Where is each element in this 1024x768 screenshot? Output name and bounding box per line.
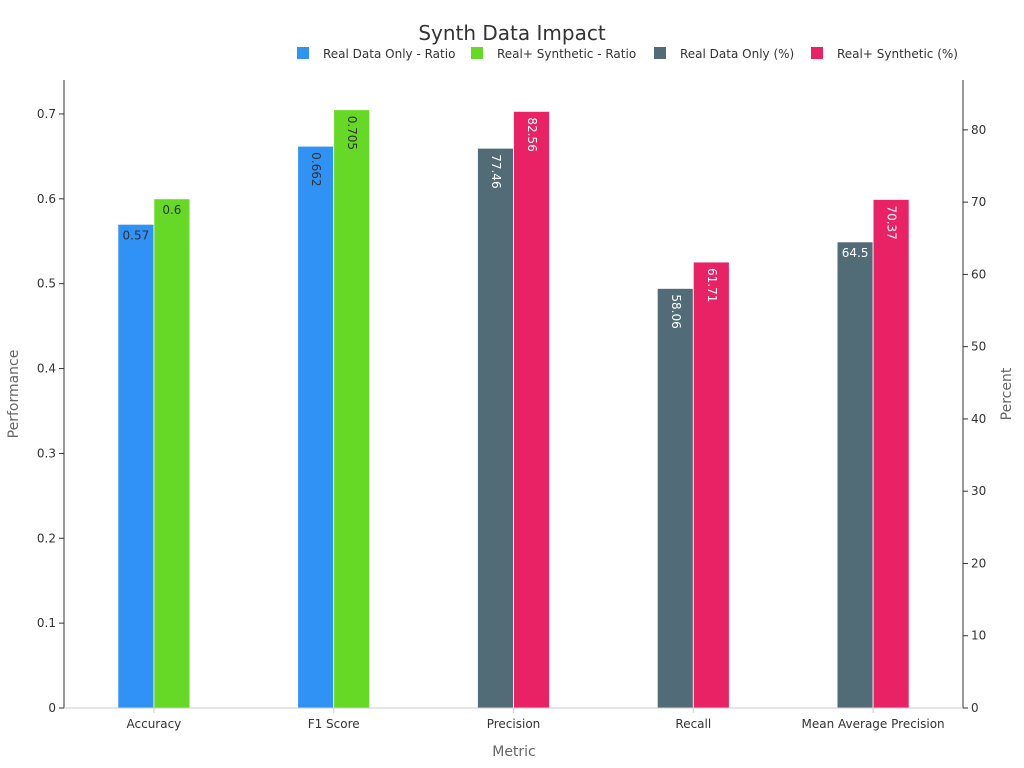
y2-tick-label: 20 xyxy=(971,556,986,570)
x-tick-label: Mean Average Precision xyxy=(802,717,945,731)
y-tick-label: 0.6 xyxy=(37,192,56,206)
data-label: 70.37 xyxy=(885,205,899,239)
bar-labels: 0.57 0.6 0.662 0.705 77.46 82.56 58.06 61.71 64.… xyxy=(123,116,899,329)
bar-recall-2 xyxy=(656,288,694,709)
x-axis-title: Metric xyxy=(492,744,536,760)
y2-tick-label: 50 xyxy=(971,340,986,354)
y-tick-label: 0.7 xyxy=(37,107,56,121)
legend-item[interactable]: Real+ Synthetic (%) xyxy=(811,47,958,61)
bar-precision-2 xyxy=(477,147,514,709)
bar-f1-score-0 xyxy=(297,145,335,709)
y-tick-label: 0.1 xyxy=(37,616,56,630)
legend-item[interactable]: Real Data Only (%) xyxy=(654,47,794,61)
data-label: 64.5 xyxy=(842,246,869,260)
y-tick-label: 0.2 xyxy=(37,531,56,545)
data-label: 0.57 xyxy=(123,228,150,242)
x-tick-label: F1 Score xyxy=(308,717,360,731)
y-tick-label: 0.3 xyxy=(37,446,56,460)
data-label: 58.06 xyxy=(669,294,683,328)
y2-tick-label: 0 xyxy=(971,701,979,715)
legend-item[interactable]: Real+ Synthetic - Ratio xyxy=(471,47,636,61)
axes: 0 0.1 0.2 0.3 0.4 0.5 0.6 0.7 0 10 20 30 40 50 60 70 80 A… xyxy=(37,80,986,731)
data-label: 0.662 xyxy=(309,152,323,186)
data-label: 0.705 xyxy=(345,116,359,150)
bar-mean-average-precision-2 xyxy=(836,241,874,709)
y-tick-label: 0.5 xyxy=(37,277,56,291)
x-tick-label: Recall xyxy=(675,717,711,731)
legend-label: Real+ Synthetic (%) xyxy=(837,47,958,61)
x-tick-label: Precision xyxy=(487,717,541,731)
y-axis-title: Performance xyxy=(6,350,22,439)
legend-swatch xyxy=(811,47,823,59)
x-tick-label: Accuracy xyxy=(127,717,182,731)
bar-mean-average-precision-3 xyxy=(872,199,910,709)
legend-swatch xyxy=(654,47,666,59)
bar-accuracy-1 xyxy=(153,198,191,709)
legend-label: Real Data Only (%) xyxy=(680,47,794,61)
y2-tick-label: 70 xyxy=(971,195,986,209)
y2-tick-label: 10 xyxy=(971,629,986,643)
y2-tick-label: 60 xyxy=(971,267,986,281)
legend-swatch xyxy=(297,47,309,59)
bar-precision-3 xyxy=(513,110,550,709)
y2-axis-title: Percent xyxy=(999,367,1015,420)
legend-swatch xyxy=(471,47,483,59)
bar-recall-3 xyxy=(692,261,730,709)
bar-accuracy-0 xyxy=(117,223,155,709)
data-label: 82.56 xyxy=(525,117,539,151)
y2-tick-label: 80 xyxy=(971,123,986,137)
data-label: 61.71 xyxy=(705,268,719,302)
y-tick-label: 0.4 xyxy=(37,362,56,376)
bar-f1-score-1 xyxy=(333,109,371,709)
y-tick-label: 0 xyxy=(48,701,56,715)
chart-title: Synth Data Impact xyxy=(418,21,606,45)
legend-label: Real+ Synthetic - Ratio xyxy=(497,47,636,61)
y2-tick-label: 30 xyxy=(971,484,986,498)
y2-tick-label: 40 xyxy=(971,412,986,426)
legend: Real Data Only - Ratio Real+ Synthetic - … xyxy=(297,47,958,61)
bars xyxy=(117,109,910,709)
legend-item[interactable]: Real Data Only - Ratio xyxy=(297,47,455,61)
data-label: 0.6 xyxy=(162,203,181,217)
legend-label: Real Data Only - Ratio xyxy=(323,47,455,61)
data-label: 77.46 xyxy=(489,154,503,188)
